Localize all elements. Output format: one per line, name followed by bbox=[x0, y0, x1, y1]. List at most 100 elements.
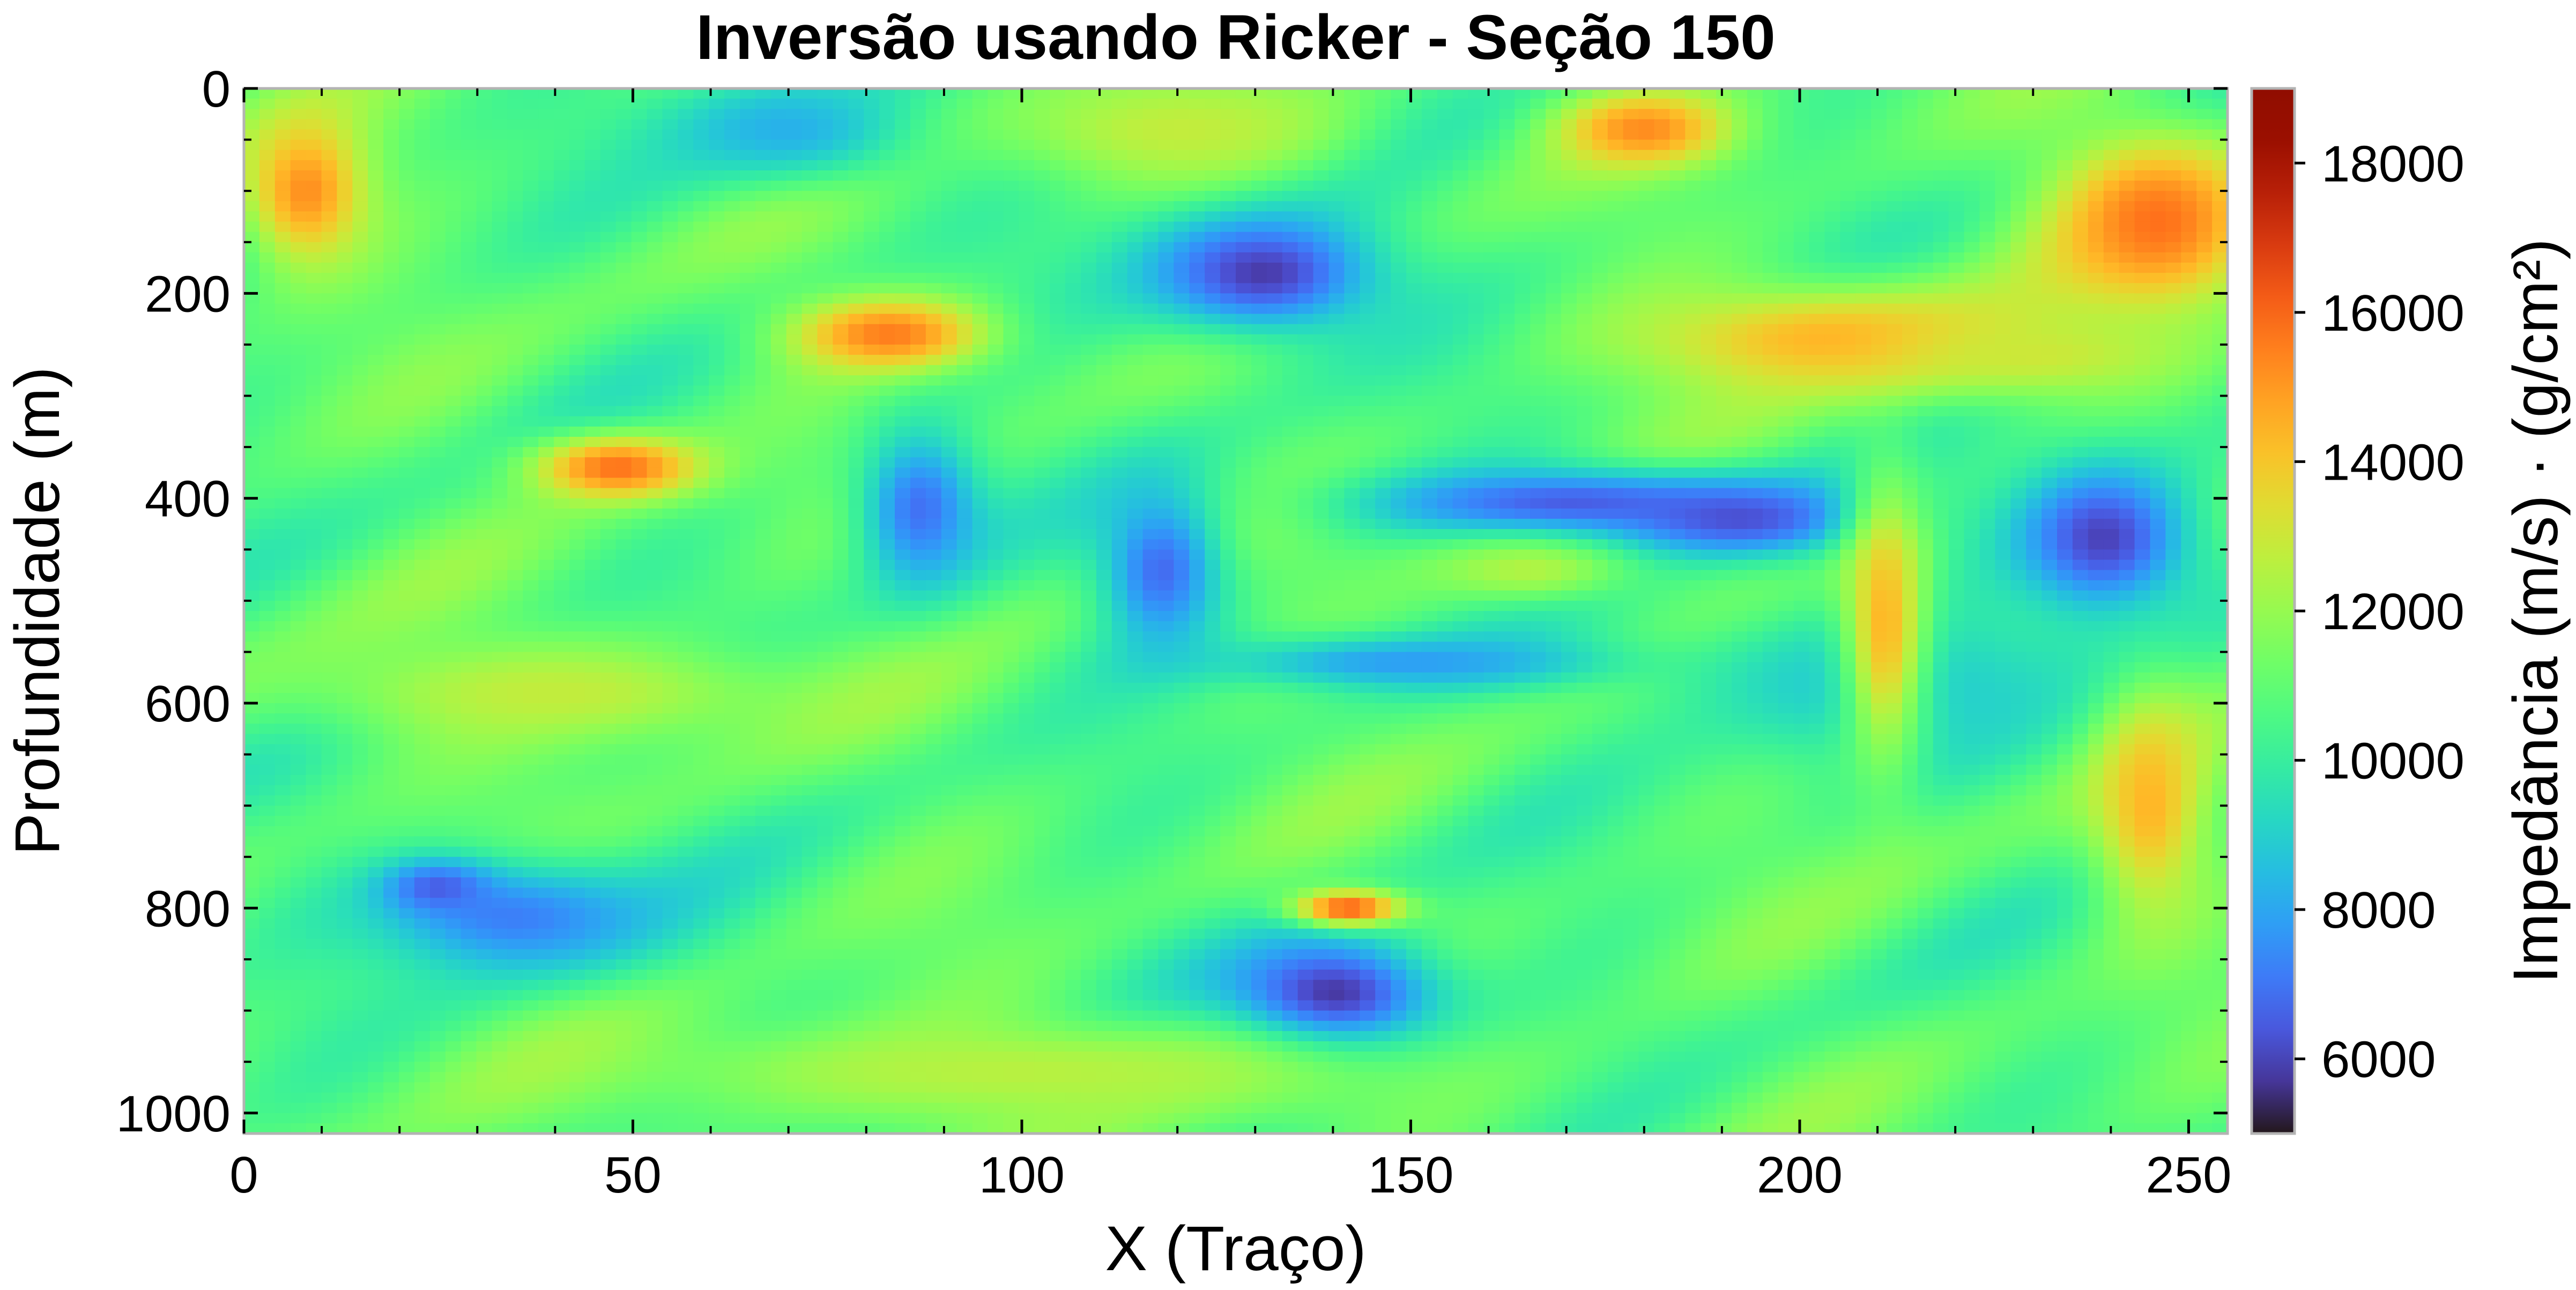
heatmap-cell bbox=[848, 334, 865, 345]
heatmap-cell bbox=[1266, 99, 1283, 110]
heatmap-cell bbox=[1995, 478, 2011, 489]
heatmap-cell bbox=[1251, 467, 1267, 479]
heatmap-cell bbox=[429, 344, 446, 355]
heatmap-cell bbox=[1685, 478, 1701, 489]
heatmap-cell bbox=[2196, 447, 2213, 458]
heatmap-cell bbox=[476, 221, 493, 233]
heatmap-cell bbox=[2181, 385, 2197, 397]
heatmap-cell bbox=[678, 232, 694, 243]
heatmap-cell bbox=[1546, 314, 1562, 325]
heatmap-cell bbox=[1437, 457, 1453, 468]
heatmap-cell bbox=[1360, 447, 1376, 458]
heatmap-cell bbox=[1034, 416, 1050, 427]
heatmap-cell bbox=[1050, 385, 1066, 397]
heatmap-cell bbox=[1669, 181, 1686, 191]
heatmap-cell bbox=[709, 406, 725, 417]
heatmap-cell bbox=[523, 119, 539, 130]
heatmap-cell bbox=[2181, 109, 2197, 120]
heatmap-cell bbox=[709, 437, 725, 448]
heatmap-cell bbox=[1592, 181, 1608, 191]
heatmap-cell bbox=[662, 273, 679, 284]
heatmap-cell bbox=[1065, 293, 1081, 304]
heatmap-cell bbox=[1003, 293, 1020, 304]
heatmap-cell bbox=[709, 293, 725, 304]
heatmap-cell bbox=[801, 150, 818, 161]
heatmap-cell bbox=[693, 139, 709, 151]
heatmap-cell bbox=[1607, 263, 1624, 273]
heatmap-cell bbox=[1158, 375, 1175, 386]
heatmap-cell bbox=[848, 99, 865, 110]
heatmap-cell bbox=[2042, 181, 2058, 191]
heatmap-cell bbox=[755, 447, 771, 458]
heatmap-cell bbox=[833, 88, 849, 99]
heatmap-cell bbox=[1468, 375, 1484, 386]
heatmap-cell bbox=[2150, 191, 2166, 202]
heatmap-cell bbox=[988, 303, 1004, 315]
heatmap-cell bbox=[1607, 447, 1624, 458]
heatmap-cell bbox=[910, 181, 926, 191]
heatmap-cell bbox=[1576, 293, 1593, 304]
heatmap-cell bbox=[833, 355, 849, 366]
heatmap-cell bbox=[290, 293, 307, 304]
heatmap-cell bbox=[1762, 232, 1779, 243]
heatmap-cell bbox=[337, 263, 353, 273]
heatmap-cell bbox=[1080, 457, 1097, 468]
heatmap-cell bbox=[1205, 211, 1221, 222]
heatmap-cell bbox=[1174, 221, 1190, 233]
heatmap-cell bbox=[414, 467, 430, 479]
heatmap-cell bbox=[1669, 119, 1686, 130]
heatmap-cell bbox=[1127, 99, 1144, 110]
heatmap-cell bbox=[1375, 201, 1391, 212]
heatmap-cell bbox=[368, 375, 384, 386]
heatmap-cell bbox=[600, 109, 617, 120]
heatmap-cell bbox=[1654, 119, 1671, 130]
heatmap-cell bbox=[1701, 283, 1717, 294]
heatmap-cell bbox=[1887, 283, 1903, 294]
heatmap-cell bbox=[647, 293, 663, 304]
heatmap-cell bbox=[1887, 447, 1903, 458]
heatmap-cell bbox=[1592, 314, 1608, 325]
heatmap-cell bbox=[1515, 437, 1531, 448]
heatmap-cell bbox=[988, 437, 1004, 448]
heatmap-cell bbox=[1205, 396, 1221, 407]
heatmap-cell bbox=[1452, 263, 1469, 273]
heatmap-cell bbox=[1050, 314, 1066, 325]
heatmap-cell bbox=[476, 232, 493, 243]
heatmap-cell bbox=[1158, 303, 1175, 315]
heatmap-cell bbox=[1669, 457, 1686, 468]
heatmap-cell bbox=[1607, 396, 1624, 407]
heatmap-cell bbox=[1902, 416, 1918, 427]
heatmap-cell bbox=[1701, 88, 1717, 99]
heatmap-cell bbox=[1964, 344, 1980, 355]
heatmap-cell bbox=[1607, 99, 1624, 110]
heatmap-cell bbox=[1344, 467, 1361, 479]
heatmap-cell bbox=[1592, 170, 1608, 181]
heatmap-cell bbox=[2103, 447, 2120, 458]
heatmap-cell bbox=[1375, 283, 1391, 294]
heatmap-cell bbox=[1251, 129, 1267, 140]
heatmap-cell bbox=[895, 334, 911, 345]
heatmap-cell bbox=[1917, 129, 1934, 140]
heatmap-cell bbox=[1266, 252, 1283, 263]
heatmap-cell bbox=[1344, 263, 1361, 273]
heatmap-cell bbox=[1778, 396, 1794, 407]
heatmap-cell bbox=[833, 129, 849, 140]
heatmap-cell bbox=[1452, 201, 1469, 212]
heatmap-cell bbox=[1468, 303, 1484, 315]
heatmap-cell bbox=[306, 170, 322, 181]
heatmap-cell bbox=[1499, 211, 1516, 222]
heatmap-cell bbox=[1762, 88, 1779, 99]
heatmap-cell bbox=[833, 201, 849, 212]
heatmap-cell bbox=[956, 201, 973, 212]
heatmap-cell bbox=[1623, 314, 1639, 325]
heatmap-cell bbox=[1933, 344, 1949, 355]
heatmap-cell bbox=[321, 334, 338, 345]
heatmap-cell bbox=[1855, 191, 1872, 202]
heatmap-cell bbox=[383, 150, 399, 161]
heatmap-cell bbox=[1824, 457, 1841, 468]
heatmap-cell bbox=[1917, 263, 1934, 273]
heatmap-cell bbox=[1995, 119, 2011, 130]
heatmap-cell bbox=[584, 150, 601, 161]
heatmap-cell bbox=[1592, 293, 1608, 304]
heatmap-cell bbox=[399, 478, 415, 489]
